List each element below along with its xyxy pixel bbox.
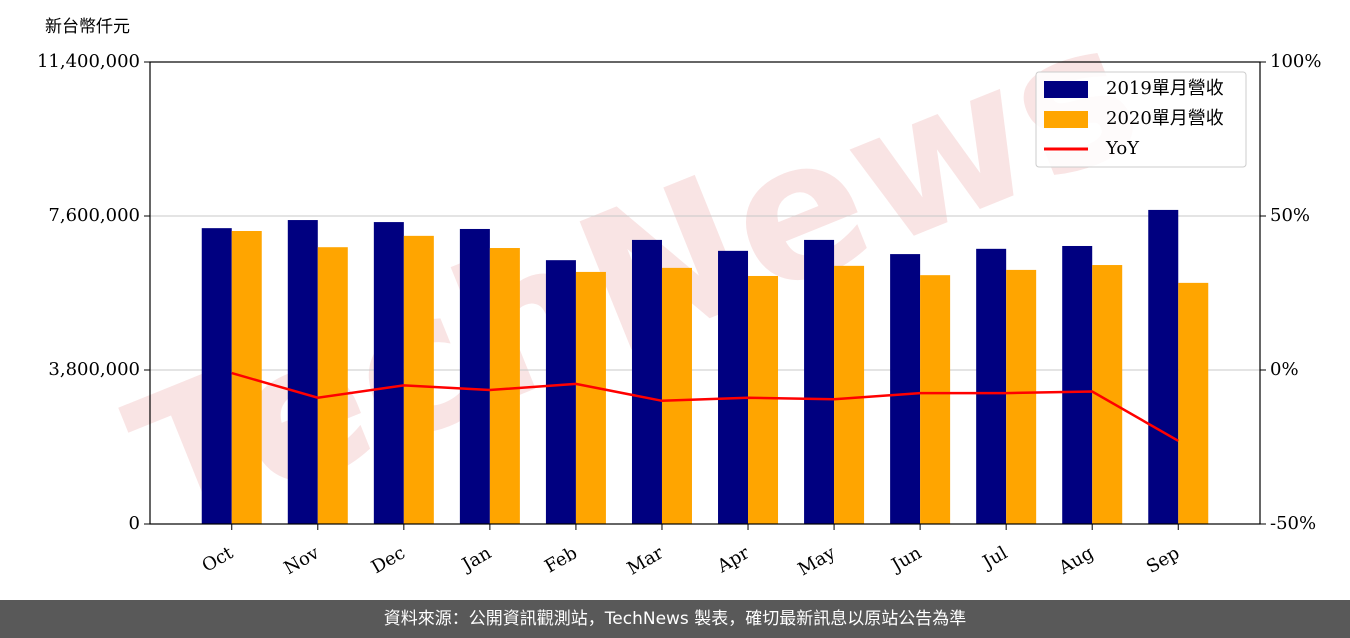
bar: [1148, 209, 1179, 524]
y2-tick-label: -50%: [1270, 513, 1316, 534]
legend-swatch: [1044, 81, 1088, 98]
legend-label: YoY: [1105, 138, 1140, 159]
bar: [403, 235, 434, 524]
bar: [661, 267, 692, 524]
footer: 資料來源：公開資訊觀測站，TechNews 製表，確切最新訊息以原站公告為準: [0, 600, 1350, 638]
bar: [201, 228, 232, 524]
legend-label: 2020單月營收: [1106, 108, 1224, 129]
bar: [1062, 245, 1093, 524]
y-tick-label: 3,800,000: [48, 359, 140, 380]
x-tick-label: Feb: [541, 542, 581, 577]
bar: [718, 250, 749, 524]
legend-box: [1035, 71, 1247, 168]
legend-swatch: [1044, 111, 1088, 128]
y2-tick-label: 0%: [1270, 359, 1299, 380]
x-tick-label: Aug: [1055, 542, 1098, 579]
bar: [317, 247, 348, 524]
y-tick-label: 0: [129, 513, 140, 534]
x-tick-label: Mar: [624, 542, 668, 579]
bar: [1178, 282, 1209, 524]
y-tick-label: 11,400,000: [37, 51, 140, 72]
bar: [890, 254, 921, 525]
bar: [373, 222, 404, 524]
bar: [834, 265, 865, 524]
plot-frame: [149, 61, 1261, 525]
x-tick-label: May: [794, 542, 839, 580]
bar: [748, 275, 779, 524]
line: [231, 371, 1179, 442]
y-tick-label: 7,600,000: [48, 205, 140, 226]
x-tick-label: Nov: [280, 542, 323, 579]
bar: [804, 239, 835, 524]
x-tick-label: Dec: [368, 542, 409, 578]
x-tick-label: Apr: [713, 542, 753, 577]
bar: [1006, 269, 1037, 524]
bar: [631, 239, 662, 524]
bar: [575, 271, 606, 524]
y2-tick-label: 100%: [1270, 51, 1321, 72]
bar: [976, 248, 1007, 525]
bar: [459, 228, 490, 524]
x-tick-label: Jun: [887, 542, 926, 577]
bar: [489, 248, 520, 524]
bar: [920, 275, 951, 524]
x-tick-label: Jan: [457, 542, 495, 576]
y2-tick-label: 50%: [1270, 205, 1310, 226]
chart: 新台幣仟元 TechNews-50%0%50%100%03,800,0007,6…: [37, 0, 1322, 580]
legend-label: 2019單月營收: [1106, 78, 1224, 99]
bar: [545, 260, 576, 524]
x-tick-label: Jul: [978, 542, 1012, 574]
bar: [287, 220, 318, 525]
y-axis-label: 新台幣仟元: [45, 17, 130, 37]
x-tick-label: Sep: [1143, 542, 1183, 577]
